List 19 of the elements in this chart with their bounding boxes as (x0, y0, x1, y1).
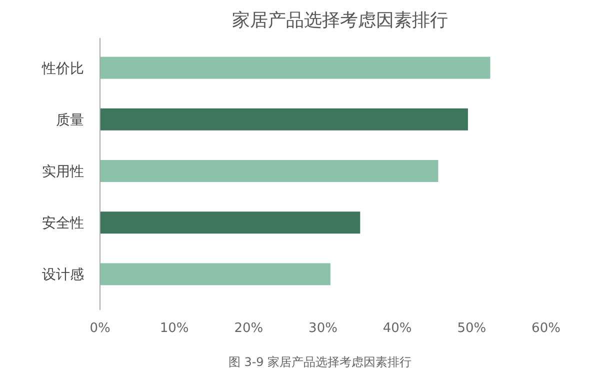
y-tick-label: 质量 (56, 112, 84, 128)
y-tick-label: 安全性 (42, 216, 84, 232)
bar (100, 263, 330, 286)
caption: 图 3-9 家居产品选择考虑因素排行 (228, 355, 412, 369)
x-tick-label: 50% (457, 321, 486, 336)
chart-title: 家居产品选择考虑因素排行 (232, 10, 448, 31)
x-tick-label: 60% (532, 321, 560, 336)
y-tick-label: 设计感 (42, 267, 84, 284)
x-tick-label: 30% (308, 321, 338, 336)
bar (100, 56, 490, 79)
bar (100, 212, 360, 234)
y-tick-label: 性价比 (41, 60, 84, 77)
y-tick-label: 实用性 (42, 164, 84, 180)
x-tick-label: 10% (160, 321, 189, 336)
x-tick-label: 0% (90, 321, 110, 336)
bar (100, 160, 438, 182)
x-tick-label: 20% (234, 321, 264, 336)
x-tick-label: 40% (382, 321, 412, 336)
bar (100, 108, 468, 130)
